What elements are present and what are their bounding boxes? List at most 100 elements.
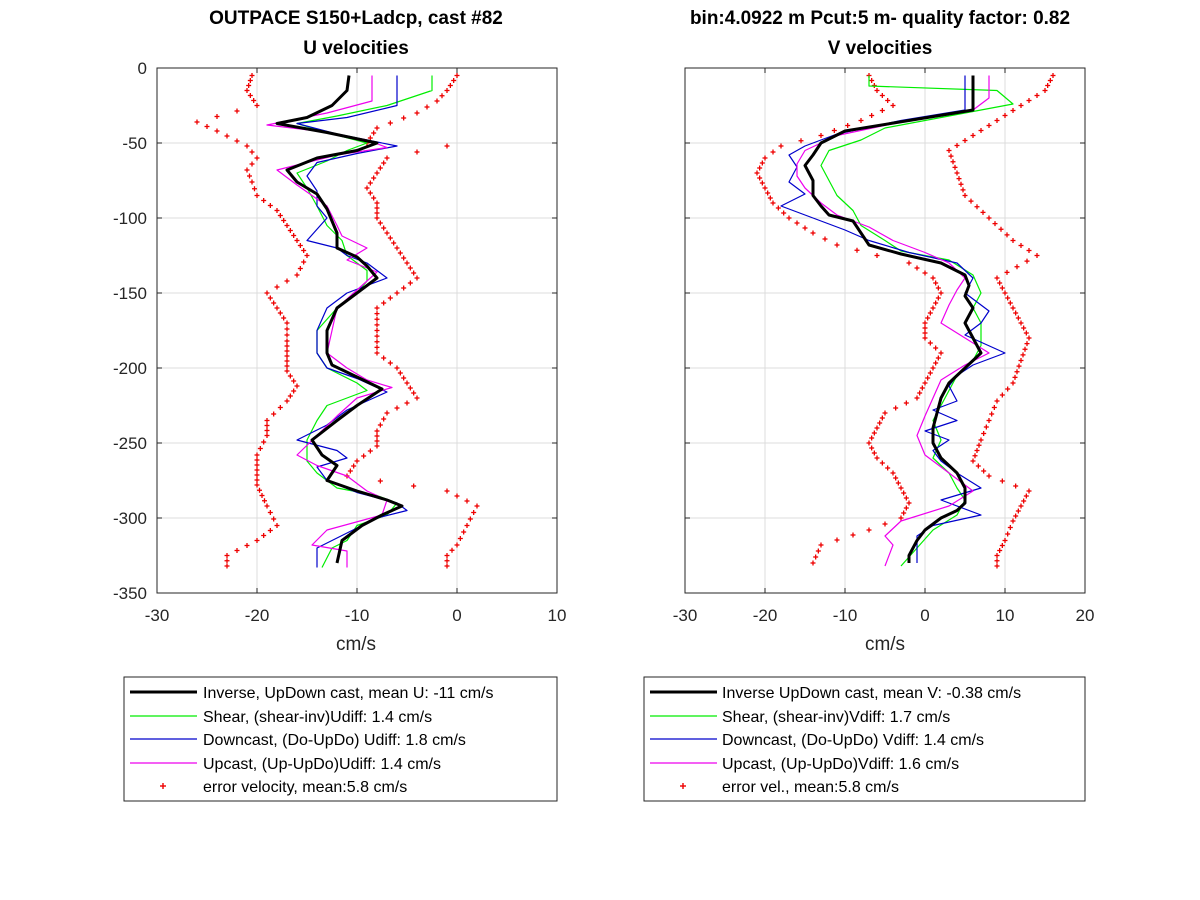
u-error-point-left — [252, 186, 257, 192]
v-error-point-right — [994, 275, 1000, 281]
left-chart-title: OUTPACE S150+Ladcp, cast #82 — [209, 8, 503, 29]
u-error-point-right — [374, 170, 380, 176]
v-error-point-right — [950, 159, 956, 165]
v-error-point-left — [831, 128, 837, 133]
v-error-point-left — [903, 400, 909, 406]
v-error-point-right — [1034, 93, 1040, 98]
u-series — [194, 73, 480, 569]
v-error-point-right — [980, 209, 986, 215]
u-error-point-right — [404, 260, 410, 266]
v-legend-box — [643, 676, 1086, 802]
u-error-point-left — [297, 243, 303, 248]
u-error-point-left — [264, 433, 270, 438]
u-x-tick-label: -20 — [245, 606, 270, 625]
u-error-point-left — [264, 428, 270, 433]
u-error-point-left — [284, 320, 290, 326]
v-error-point-right — [962, 138, 968, 143]
u-y-tick-label: -100 — [113, 209, 147, 228]
v-error-point-left — [874, 253, 880, 258]
u-error-point-right — [449, 547, 455, 553]
u-error-point-left — [254, 462, 260, 468]
v-error-point-right — [1026, 248, 1032, 253]
v-error-point-right — [999, 285, 1005, 291]
u-error-point-right — [414, 395, 420, 401]
u-error-point-left — [294, 272, 300, 278]
v-error-point-left — [901, 490, 907, 496]
v-error-point-left — [866, 440, 872, 446]
u-error-point-left — [244, 143, 250, 149]
v-series — [754, 73, 1056, 569]
v-error-point-left — [871, 83, 877, 88]
u-error-point-right — [444, 553, 450, 558]
v-error-point-left — [935, 285, 941, 291]
v-error-point-left — [906, 260, 912, 266]
u-error-point-right — [414, 110, 420, 116]
u-error-point-left — [214, 128, 220, 134]
v-error-point-left — [933, 280, 939, 286]
v-error-point-left — [786, 215, 792, 221]
v-error-point-left — [882, 521, 888, 527]
v-error-point-left — [866, 527, 872, 533]
u-error-point-left — [244, 543, 250, 548]
v-error-point-left — [879, 108, 885, 113]
v-error-point-right — [1002, 538, 1008, 543]
v-series-shear — [820, 75, 1014, 567]
u-error-point-left — [259, 493, 265, 498]
v-error-point-left — [895, 480, 901, 486]
u-error-point-left — [247, 173, 252, 179]
u-error-point-right — [451, 78, 457, 83]
v-error-point-right — [970, 133, 976, 138]
u-error-point-right — [404, 380, 410, 386]
v-error-point-left — [933, 360, 939, 366]
v-error-point-right — [972, 453, 978, 459]
u-error-point-left — [284, 363, 290, 369]
u-error-point-right — [374, 205, 380, 211]
v-error-point-left — [781, 210, 787, 216]
u-error-point-right — [374, 428, 380, 434]
v-error-point-right — [981, 431, 987, 436]
u-error-point-right — [347, 468, 353, 474]
v-error-point-right — [1024, 258, 1030, 264]
v-error-point-left — [879, 415, 885, 421]
u-error-point-left — [257, 487, 262, 493]
u-error-point-left — [267, 295, 273, 301]
right-chart-subtitle: V velocities — [828, 38, 933, 59]
v-error-point-right — [1013, 513, 1019, 519]
u-error-point-right — [414, 275, 420, 281]
u-error-point-left — [264, 503, 270, 509]
u-error-point-right — [454, 542, 460, 548]
u-series-inverse — [275, 75, 404, 564]
v-error-point-right — [1004, 269, 1010, 275]
u-error-point-right — [387, 295, 393, 301]
v-error-point-left — [757, 175, 763, 181]
u-error-point-left — [274, 208, 280, 213]
u-error-point-right — [377, 478, 383, 484]
v-error-point-left — [917, 390, 923, 396]
v-error-point-left — [903, 505, 909, 511]
v-error-point-left — [938, 290, 944, 296]
v-error-point-left — [898, 515, 904, 521]
v-error-point-right — [1021, 325, 1027, 331]
u-error-point-right — [381, 355, 387, 361]
v-error-point-right — [1016, 363, 1022, 369]
u-error-point-left — [284, 332, 290, 338]
v-error-point-right — [956, 176, 962, 182]
v-error-point-left — [762, 155, 768, 161]
u-error-point-left — [287, 373, 293, 379]
u-error-point-left — [281, 218, 287, 223]
u-error-point-right — [374, 210, 380, 216]
v-error-point-left — [925, 315, 931, 321]
u-error-point-left — [234, 108, 240, 114]
u-error-point-right — [447, 83, 453, 88]
v-error-point-right — [1026, 98, 1032, 103]
u-error-point-left — [297, 266, 303, 271]
v-error-point-left — [770, 149, 776, 155]
u-error-point-right — [467, 516, 473, 522]
v-error-point-left — [877, 420, 883, 426]
v-error-point-left — [879, 460, 885, 466]
v-x-tick-label: 10 — [996, 606, 1015, 625]
v-error-point-right — [952, 164, 958, 170]
u-error-point-left — [271, 516, 277, 522]
u-error-point-right — [394, 405, 400, 411]
u-error-point-left — [301, 259, 307, 265]
